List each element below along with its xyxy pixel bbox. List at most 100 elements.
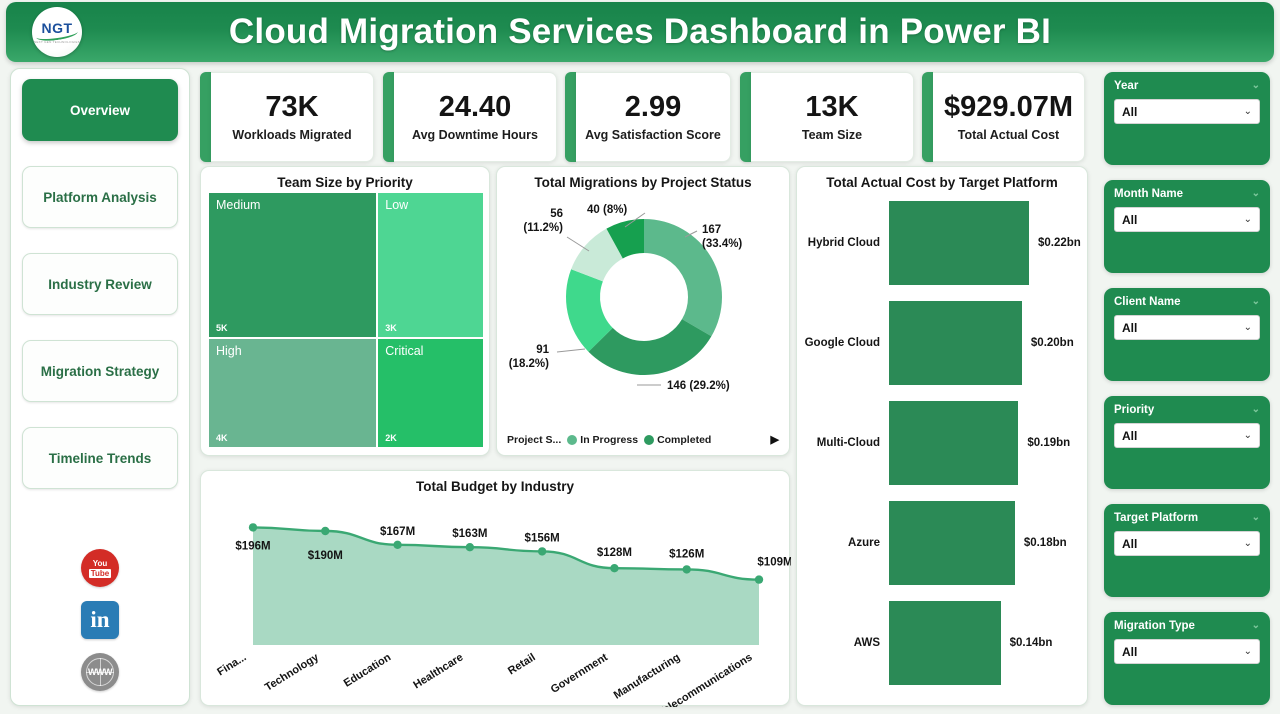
area-chart-plot: $196M Fina... $190M Technology $167M Educatio…	[201, 497, 793, 714]
area-axis-tick-2: Education	[342, 651, 394, 690]
sidebar-item-industry-review[interactable]: Industry Review	[22, 253, 178, 315]
youtube-icon[interactable]: You Tube	[81, 549, 119, 587]
legend-item-completed[interactable]: Completed	[644, 434, 711, 446]
area-point-2[interactable]	[393, 540, 402, 549]
bar-fill[interactable]	[889, 401, 1019, 485]
bar-category-label: Hybrid Cloud	[807, 237, 880, 249]
donut-slice-1[interactable]	[588, 319, 712, 375]
bar-row-hybrid-cloud[interactable]: Hybrid Cloud $0.22bn	[797, 201, 1087, 285]
kpi-accent-bar	[922, 72, 933, 162]
website-globe-icon[interactable]: WWW	[81, 653, 119, 691]
sidebar-item-platform-analysis[interactable]: Platform Analysis	[22, 166, 178, 228]
donut-slice-3[interactable]	[571, 228, 623, 282]
treemap-cell-medium[interactable]: Medium 5K	[209, 193, 377, 337]
page-title: Cloud Migration Services Dashboard in Po…	[228, 12, 1052, 51]
bar-row-multi-cloud[interactable]: Multi-Cloud $0.19bn	[797, 401, 1087, 485]
treemap-cell-value: 2K	[385, 432, 397, 443]
legend-next-arrow-icon[interactable]: ▶	[770, 434, 779, 446]
globe-grid-icon	[86, 658, 114, 686]
donut-slice-0[interactable]	[644, 219, 722, 337]
area-point-1[interactable]	[321, 526, 330, 536]
treemap-cell-value: 3K	[385, 322, 397, 333]
chevron-down-icon[interactable]: ⌄	[1251, 80, 1260, 91]
slicer-migration-type: Migration Type ⌄ All ⌄	[1104, 612, 1270, 705]
legend-label-in-progress: In Progress	[580, 433, 639, 446]
treemap-team-size-by-priority: Team Size by Priority Medium 5K Low 3K High 4…	[200, 166, 490, 456]
linkedin-icon[interactable]: in	[81, 601, 119, 639]
kpi-accent-bar	[200, 72, 211, 162]
donut-leader-line-2	[556, 348, 586, 353]
sidebar-item-timeline-trends[interactable]: Timeline Trends	[22, 427, 178, 489]
legend-swatch-in-progress	[567, 434, 578, 445]
slicer-dropdown[interactable]: All ⌄	[1114, 423, 1260, 448]
kpi-body: 2.99 Avg Satisfaction Score	[576, 72, 731, 162]
treemap-cell-critical[interactable]: Critical 2K	[378, 338, 483, 447]
treemap-cell-low[interactable]: Low 3K	[378, 193, 483, 337]
area-point-0[interactable]	[248, 523, 258, 532]
sidebar-item-label: Timeline Trends	[48, 450, 152, 466]
chevron-down-icon: ⌄	[1243, 322, 1252, 333]
bar-fill[interactable]	[889, 201, 1029, 285]
bar-chart-plot: Hybrid Cloud $0.22bn Google Cloud $0.20bn Mu…	[797, 201, 1087, 691]
chevron-down-icon[interactable]: ⌄	[1251, 296, 1260, 307]
donut-legend-title: Project S...	[507, 433, 562, 446]
chevron-down-icon[interactable]: ⌄	[1251, 620, 1260, 631]
sidebar-item-migration-strategy[interactable]: Migration Strategy	[22, 340, 178, 402]
slicer-dropdown[interactable]: All ⌄	[1114, 207, 1260, 232]
slicer-header: Year ⌄	[1114, 80, 1260, 92]
slicer-header: Client Name ⌄	[1114, 296, 1260, 308]
youtube-icon-top: You	[92, 558, 108, 568]
bar-fill[interactable]	[889, 301, 1022, 385]
kpi-body: 13K Team Size	[751, 72, 914, 162]
slicer-title: Target Platform	[1114, 512, 1199, 524]
chevron-down-icon[interactable]: ⌄	[1251, 404, 1260, 415]
bar-fill[interactable]	[889, 601, 1001, 685]
area-fill	[253, 527, 759, 645]
bar-fill[interactable]	[889, 501, 1015, 585]
legend-item-in-progress[interactable]: In Progress	[567, 434, 638, 446]
slicer-dropdown[interactable]: All ⌄	[1114, 99, 1260, 124]
area-point-5[interactable]	[610, 564, 619, 573]
area-point-4[interactable]	[537, 547, 547, 556]
bar-row-azure[interactable]: Azure $0.18bn	[797, 501, 1087, 585]
kpi-accent-bar	[565, 72, 576, 162]
kpi-body: 73K Workloads Migrated	[211, 72, 374, 162]
treemap-cell-label: Medium	[216, 198, 261, 212]
bar-category-label: Google Cloud	[804, 337, 880, 349]
donut-slice-2[interactable]	[566, 269, 613, 352]
donut-data-label-3: 56 (11.2%)	[523, 208, 563, 234]
area-point-6[interactable]	[682, 565, 691, 574]
chevron-down-icon: ⌄	[1243, 214, 1252, 225]
slicer-dropdown[interactable]: All ⌄	[1114, 531, 1260, 556]
treemap-cell-high[interactable]: High 4K	[209, 338, 377, 447]
area-point-7[interactable]	[754, 575, 764, 584]
slicer-header: Priority ⌄	[1114, 404, 1260, 416]
area-data-label-1: $190M	[308, 550, 343, 562]
area-point-3[interactable]	[465, 543, 475, 552]
slicer-header: Target Platform ⌄	[1114, 512, 1260, 524]
slicer-dropdown[interactable]: All ⌄	[1114, 315, 1260, 340]
kpi-value: 2.99	[624, 91, 682, 124]
area-chart-title: Total Budget by Industry	[416, 479, 574, 494]
sidebar-item-label: Migration Strategy	[40, 363, 160, 379]
chevron-down-icon[interactable]: ⌄	[1251, 512, 1260, 523]
kpi-value: 13K	[805, 91, 859, 124]
donut-slice-4[interactable]	[606, 219, 644, 259]
bar-row-aws[interactable]: AWS $0.14bn	[797, 601, 1087, 685]
donut-svg: 167 (33.4%) 146 (29.2%) 91 (18.2%) 56 (11.2%) 4…	[509, 204, 743, 392]
treemap-cell-label: High	[216, 343, 242, 358]
slicer-dropdown[interactable]: All ⌄	[1114, 639, 1260, 664]
company-logo: NGT NEXT GEN TECHNOLOGIES	[32, 7, 82, 57]
sidebar-item-overview[interactable]: Overview	[22, 79, 178, 141]
bar-row-google-cloud[interactable]: Google Cloud $0.20bn	[797, 301, 1087, 385]
chevron-down-icon[interactable]: ⌄	[1251, 188, 1260, 199]
kpi-label: Workloads Migrated	[232, 127, 352, 142]
slicer-selected-value: All	[1122, 536, 1138, 551]
slicer-title: Month Name	[1114, 188, 1183, 200]
website-icon-label: WWW	[88, 667, 112, 677]
social-links: You Tube in WWW	[11, 549, 189, 691]
area-data-label-3: $163M	[452, 528, 487, 540]
treemap-title: Team Size by Priority	[277, 175, 413, 190]
area-data-label-0: $196M	[235, 540, 270, 552]
